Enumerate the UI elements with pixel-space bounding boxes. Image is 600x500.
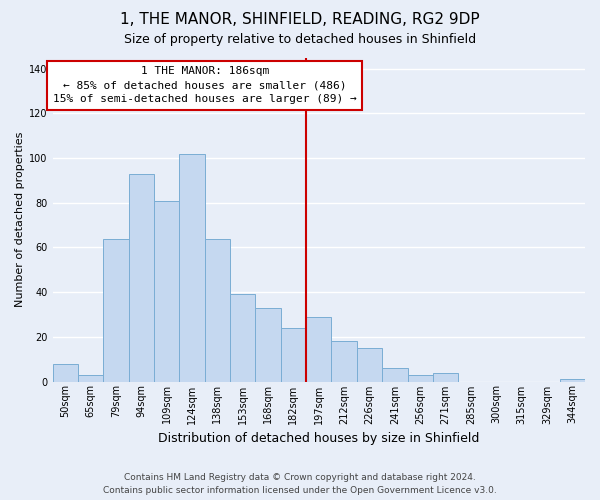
Bar [256,308,281,382]
Bar [103,238,128,382]
Bar [382,368,407,382]
X-axis label: Distribution of detached houses by size in Shinfield: Distribution of detached houses by size … [158,432,479,445]
Bar [560,380,585,382]
Bar [357,348,382,382]
Text: Size of property relative to detached houses in Shinfield: Size of property relative to detached ho… [124,32,476,46]
Y-axis label: Number of detached properties: Number of detached properties [15,132,25,307]
Bar [205,238,230,382]
Bar [407,375,433,382]
Bar [78,375,103,382]
Text: 1 THE MANOR: 186sqm
← 85% of detached houses are smaller (486)
15% of semi-detac: 1 THE MANOR: 186sqm ← 85% of detached ho… [53,66,356,104]
Bar [179,154,205,382]
Bar [53,364,78,382]
Text: Contains HM Land Registry data © Crown copyright and database right 2024.
Contai: Contains HM Land Registry data © Crown c… [103,474,497,495]
Bar [128,174,154,382]
Text: 1, THE MANOR, SHINFIELD, READING, RG2 9DP: 1, THE MANOR, SHINFIELD, READING, RG2 9D… [120,12,480,28]
Bar [331,342,357,382]
Bar [154,200,179,382]
Bar [281,328,306,382]
Bar [433,372,458,382]
Bar [230,294,256,382]
Bar [306,316,331,382]
